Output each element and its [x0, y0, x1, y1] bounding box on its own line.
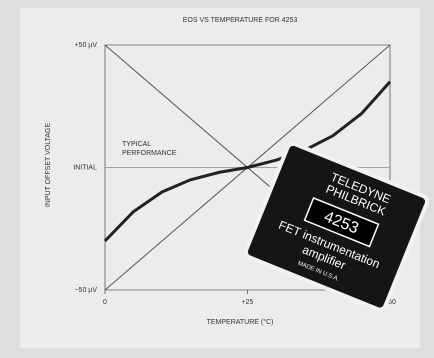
x-axis-label: TEMPERATURE (°C)	[207, 318, 274, 326]
chip: TELEDYNE PHILBRICK 4253 FET instrumentat…	[243, 141, 430, 312]
chart-title: EOS VS TEMPERATURE FOR 4253	[183, 17, 298, 24]
x-tick-label: +50	[384, 299, 396, 306]
x-tick-label: 0	[103, 299, 107, 306]
line	[103, 80, 392, 243]
y-tick-label: +50 µV	[74, 42, 97, 49]
y-axis-label: INPUT OFFSET VOLTAGE	[45, 123, 52, 208]
annotation: PERFORMANCE	[122, 150, 177, 157]
x-tick-label: +25	[242, 299, 254, 306]
chip-model-box	[303, 197, 380, 248]
annotation: TYPICAL	[122, 141, 151, 148]
y-tick-label: −50 µV	[74, 287, 97, 294]
y-tick-label: INITIAL	[73, 164, 97, 171]
